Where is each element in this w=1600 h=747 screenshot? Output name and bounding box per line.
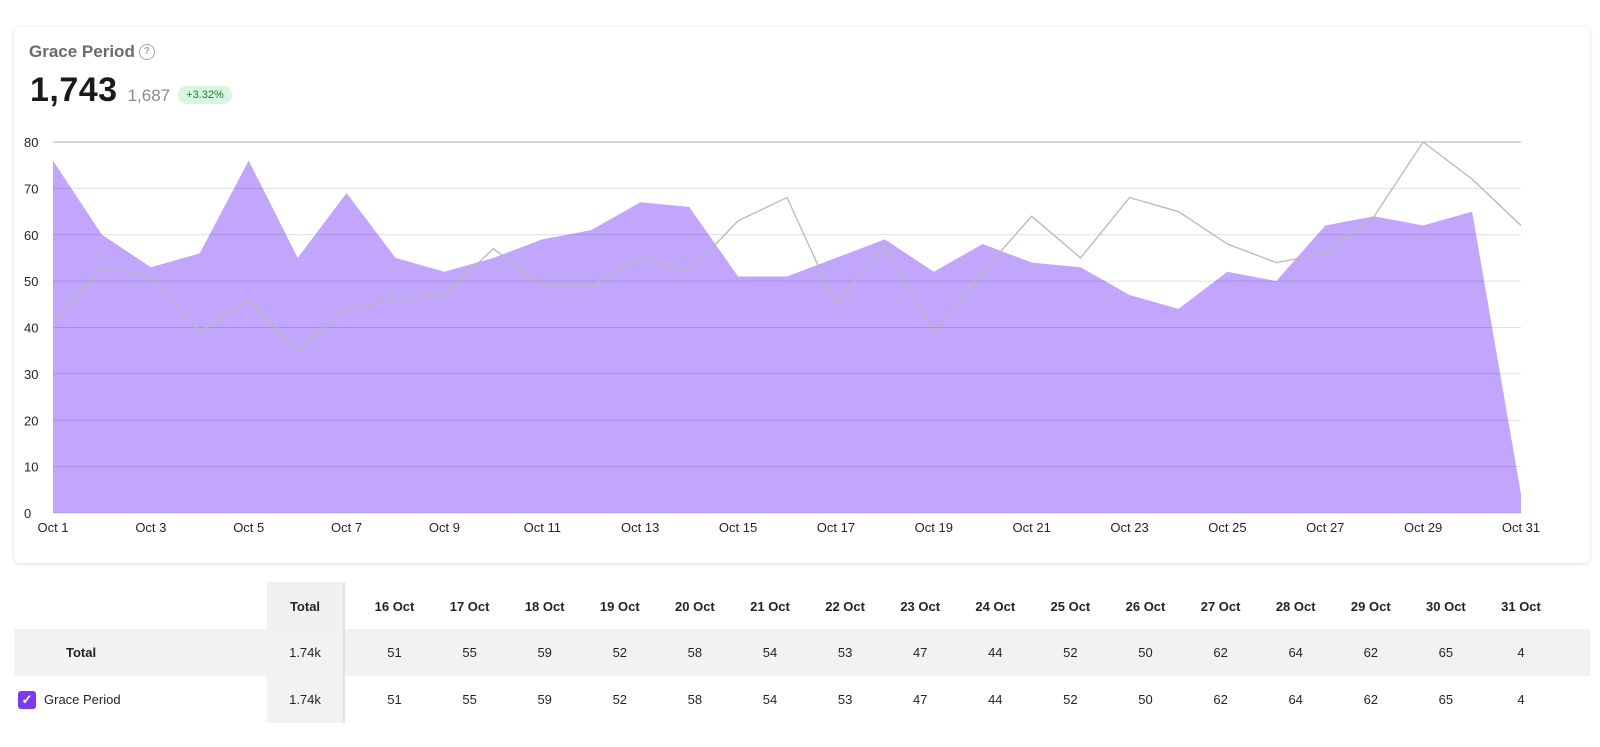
y-tick-label: 30	[24, 367, 38, 382]
column-header[interactable]: 21 Oct	[750, 599, 790, 614]
metric-summary: 1,743 1,687 +3.32%	[30, 71, 232, 110]
row-label-total: Total	[66, 645, 97, 660]
column-header[interactable]: 18 Oct	[524, 599, 565, 614]
table-header-row: Total 16 Oct 17 Oct 18 Oct 19 Oct 20 Oct 21 O…	[14, 582, 1590, 630]
x-tick-label: Oct 1	[37, 520, 68, 535]
table-cell: 44	[988, 645, 1003, 660]
question-circle-icon[interactable]: ?	[138, 44, 155, 60]
x-tick-label: Oct 9	[429, 520, 460, 535]
metric-value: 1,743	[30, 71, 118, 109]
table-cell: 53	[837, 692, 853, 707]
area-series	[53, 160, 1521, 513]
table-cell: 54	[762, 645, 778, 660]
table-cell: 62	[1213, 645, 1228, 660]
table-row-grace-period: ✓ Grace Period 1.74k 51 55 59 52 58 54 53 47 44 5…	[14, 676, 1590, 723]
column-header[interactable]: 20 Oct	[675, 599, 715, 614]
y-tick-label: 60	[24, 228, 38, 243]
row-total-value: 1.74k	[267, 629, 345, 676]
column-header[interactable]: 29 Oct	[1350, 599, 1391, 614]
table-cell: 52	[612, 692, 628, 707]
table-cell: 58	[687, 645, 703, 660]
area-chart[interactable]: 0 10 20 30 40 50 60 70 80 Oct 1 Oct 3 Oct 5 Oct 7 Oct…	[14, 27, 1590, 563]
table-cell: 47	[912, 645, 928, 660]
table-cell: 52	[1063, 692, 1078, 707]
column-header[interactable]: 24 Oct	[975, 599, 1016, 614]
y-tick-label: 20	[24, 413, 38, 428]
y-tick-label: 70	[24, 181, 38, 196]
widget-header: Grace Period ?	[29, 42, 155, 62]
column-header[interactable]: 27 Oct	[1200, 599, 1241, 614]
table-cell: 51	[387, 645, 402, 660]
y-tick-label: 50	[24, 274, 38, 289]
column-header[interactable]: 23 Oct	[900, 599, 941, 614]
column-header[interactable]: 28 Oct	[1275, 599, 1316, 614]
widget-title: Grace Period	[29, 42, 135, 61]
x-tick-label: Oct 25	[1208, 520, 1246, 535]
previous-value: 1,687	[127, 86, 171, 105]
column-header[interactable]: 25 Oct	[1050, 599, 1091, 614]
x-tick-label: Oct 7	[331, 520, 362, 535]
x-tick-label: Oct 23	[1110, 520, 1148, 535]
table-cell: 4	[1517, 692, 1525, 707]
y-tick-label: 0	[24, 506, 31, 521]
table-cell: 50	[1138, 645, 1153, 660]
series-label: Grace Period	[44, 692, 121, 707]
table-cell: 44	[988, 692, 1003, 707]
table-cell: 59	[537, 645, 552, 660]
x-tick-label: Oct 27	[1306, 520, 1344, 535]
x-tick-label: Oct 19	[915, 520, 953, 535]
delta-badge: +3.32%	[178, 86, 232, 104]
table-cell: 52	[1063, 645, 1078, 660]
table-cell: 64	[1288, 645, 1303, 660]
table-cell: 59	[537, 692, 552, 707]
x-tick-label: Oct 29	[1404, 520, 1442, 535]
row-label-grace-period: ✓ Grace Period	[14, 676, 267, 723]
y-tick-label: 40	[24, 321, 38, 336]
column-header[interactable]: 30 Oct	[1426, 599, 1466, 614]
column-header[interactable]: 22 Oct	[825, 599, 865, 614]
table-cell: 55	[462, 645, 477, 660]
table-cell: 54	[762, 692, 778, 707]
table-cell: 47	[912, 692, 928, 707]
y-tick-label: 80	[24, 135, 38, 150]
y-tick-label: 10	[24, 460, 38, 475]
x-tick-label: Oct 31	[1502, 520, 1540, 535]
column-header[interactable]: 19 Oct	[599, 599, 640, 614]
breakdown-table: Total 16 Oct 17 Oct 18 Oct 19 Oct 20 Oct 21 O…	[14, 582, 1590, 723]
table-cell: 55	[462, 692, 477, 707]
table-cell: 58	[687, 692, 703, 707]
comparison-line-series	[52, 141, 1522, 352]
table-cell: 52	[612, 645, 628, 660]
table-cell: 51	[387, 692, 402, 707]
table-cell: 50	[1138, 692, 1153, 707]
column-header[interactable]: 26 Oct	[1125, 599, 1166, 614]
table-cell: 62	[1363, 692, 1379, 707]
table-total-row: Total 1.74k 51 55 59 52 58 54 53 47 44 52 50 62 64 62…	[14, 629, 1590, 676]
table-cell: 65	[1438, 692, 1454, 707]
table-cell: 53	[837, 645, 853, 660]
x-tick-label: Oct 13	[621, 520, 659, 535]
table-cell: 62	[1363, 645, 1379, 660]
x-tick-label: Oct 11	[524, 520, 561, 535]
series-checkbox[interactable]: ✓	[18, 691, 36, 709]
x-tick-label: Oct 21	[1013, 520, 1051, 535]
header-total[interactable]: Total	[267, 582, 345, 630]
x-tick-label: Oct 5	[233, 520, 264, 535]
x-tick-label: Oct 17	[817, 520, 855, 535]
table-cell: 62	[1213, 692, 1228, 707]
row-total-value: 1.74k	[267, 676, 345, 723]
x-tick-label: Oct 15	[719, 520, 757, 535]
column-header[interactable]: 16 Oct	[374, 599, 415, 614]
chart-card: 0 10 20 30 40 50 60 70 80 Oct 1 Oct 3 Oct 5 Oct 7 Oct…	[14, 27, 1590, 563]
table-cell: 4	[1517, 645, 1525, 660]
table-cell: 65	[1438, 645, 1454, 660]
x-tick-label: Oct 3	[135, 520, 166, 535]
column-header[interactable]: 31 Oct	[1501, 599, 1541, 614]
table-cell: 64	[1288, 692, 1303, 707]
column-header[interactable]: 17 Oct	[449, 599, 490, 614]
